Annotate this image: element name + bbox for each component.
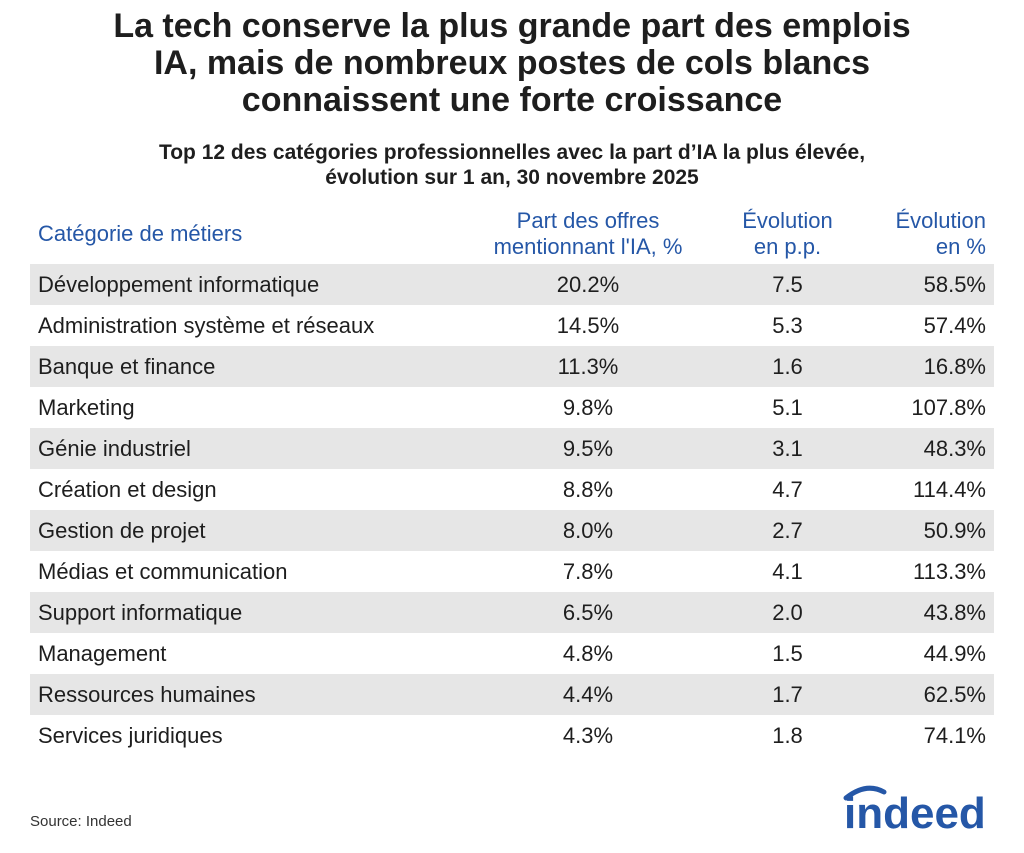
column-header: Catégorie de métiers — [38, 221, 243, 246]
table-cell: 48.3% — [923, 435, 986, 461]
column-header: Évolution en p.p. — [742, 208, 833, 259]
table-row: Génie industriel 9.5% 3.1 48.3% — [30, 428, 994, 469]
subtitle: Top 12 des catégories professionnelles a… — [158, 141, 866, 189]
title: La tech conserve la plus grande part des… — [113, 7, 911, 119]
table-cell: 62.5% — [923, 681, 986, 707]
table-cell: 9.8% — [562, 394, 614, 420]
table-cell: 4.4% — [562, 681, 614, 707]
table-cell: 4.7 — [772, 476, 803, 502]
table-row: Marketing 9.8% 5.1 107.8% — [30, 387, 994, 428]
table-cell: 3.1 — [772, 435, 803, 461]
table-cell: 1.5 — [772, 640, 803, 666]
table-cell: 5.1 — [772, 394, 803, 420]
table-cell: Génie industriel — [38, 435, 191, 461]
table-cell: 74.1% — [923, 722, 986, 748]
table-cell: Administration système et réseaux — [38, 312, 375, 338]
table-row: Services juridiques 4.3% 1.8 74.1% — [30, 715, 994, 756]
table-cell: 11.3% — [557, 353, 619, 379]
table-row: Ressources humaines 4.4% 1.7 62.5% — [30, 674, 994, 715]
table-cell: 107.8% — [911, 394, 986, 420]
table-cell: 16.8% — [923, 353, 986, 379]
logo-text: indeed — [844, 789, 986, 834]
table-cell: Banque et finance — [38, 353, 216, 379]
table-cell: Développement informatique — [38, 271, 320, 297]
table-cell: Marketing — [38, 394, 135, 420]
table-cell: 1.6 — [772, 353, 803, 379]
header-row: Catégorie de métiers Part des offres ment… — [30, 204, 994, 264]
column-header: Part des offres mentionnant l'IA, % — [493, 208, 683, 259]
table-cell: Management — [38, 640, 167, 666]
table-cell: 5.3 — [772, 312, 803, 338]
table-cell: 114.4% — [913, 476, 986, 502]
table-cell: 50.9% — [923, 517, 986, 543]
table-cell: 4.3% — [562, 722, 614, 748]
table: Catégorie de métiers Part des offres ment… — [30, 204, 994, 756]
column-header: Évolution en % — [895, 208, 986, 259]
table-cell: 43.8% — [923, 599, 986, 625]
table-cell: 7.8% — [562, 558, 614, 584]
table-cell: 57.4% — [923, 312, 986, 338]
table-row: Médias et communication 7.8% 4.1 113.3% — [30, 551, 994, 592]
table-cell: 14.5% — [556, 312, 620, 338]
table-cell: Ressources humaines — [38, 681, 256, 707]
table-row: Développement informatique 20.2% 7.5 58.5% — [30, 264, 994, 305]
table-cell: 9.5% — [562, 435, 614, 461]
table-cell: 6.5% — [562, 599, 614, 625]
table-cell: 58.5% — [923, 271, 986, 297]
table-cell: Services juridiques — [38, 722, 223, 748]
table-cell: 2.0 — [772, 599, 803, 625]
logo-arc — [843, 785, 887, 801]
table-cell: 113.3% — [913, 558, 986, 584]
table-cell: 1.7 — [772, 681, 803, 707]
table-cell: 2.7 — [772, 517, 803, 543]
table-row: Banque et finance 11.3% 1.6 16.8% — [30, 346, 994, 387]
table-cell: Gestion de projet — [38, 517, 206, 543]
table-row: Gestion de projet 8.0% 2.7 50.9% — [30, 510, 994, 551]
table-cell: 7.5 — [772, 271, 803, 297]
table-cell: 8.0% — [562, 517, 614, 543]
table-cell: Création et design — [38, 476, 217, 502]
table-row: Support informatique 6.5% 2.0 43.8% — [30, 592, 994, 633]
table-cell: 20.2% — [556, 271, 620, 297]
logo: indeed — [843, 785, 986, 834]
table-cell: Support informatique — [38, 599, 243, 625]
table-row: Création et design 8.8% 4.7 114.4% — [30, 469, 994, 510]
source: Source: Indeed — [30, 813, 132, 830]
table-row: Administration système et réseaux 14.5% 5.… — [30, 305, 994, 346]
table-cell: Médias et communication — [38, 558, 288, 584]
table-cell: 4.8% — [562, 640, 614, 666]
table-row: Management 4.8% 1.5 44.9% — [30, 633, 994, 674]
table-cell: 4.1 — [772, 558, 803, 584]
table-cell: 8.8% — [562, 476, 614, 502]
table-cell: 1.8 — [772, 722, 803, 748]
table-cell: 44.9% — [923, 640, 986, 666]
